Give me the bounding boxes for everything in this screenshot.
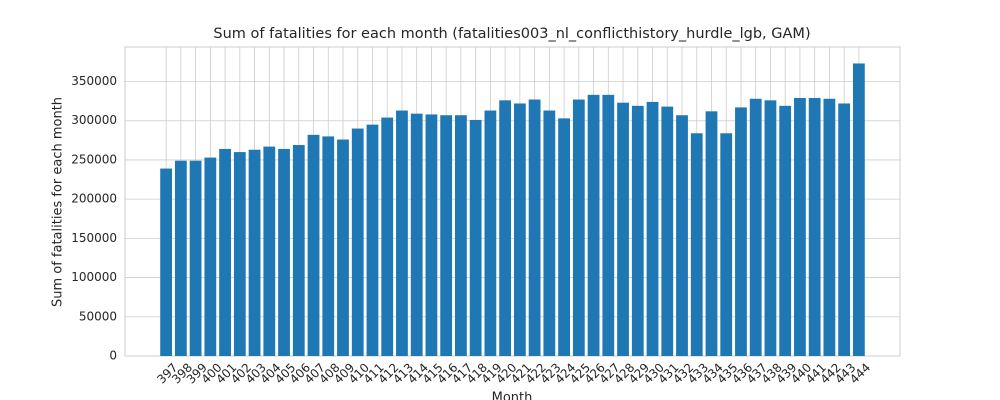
bar [808, 97, 821, 356]
bar [440, 115, 453, 357]
bar [381, 117, 394, 356]
bar [631, 105, 644, 356]
bar [307, 134, 320, 356]
bar [263, 146, 276, 356]
bar [513, 103, 526, 356]
bar [292, 145, 305, 356]
y-tick-label: 350000 [71, 74, 117, 88]
y-tick-label: 50000 [79, 309, 117, 323]
bar [558, 118, 570, 357]
y-tick-label: 100000 [71, 270, 117, 284]
bar [543, 110, 556, 356]
bar [587, 94, 600, 357]
bar [322, 136, 335, 356]
bar [189, 160, 202, 356]
bar [396, 110, 408, 356]
bar [351, 128, 364, 356]
bar [852, 63, 865, 356]
bar [499, 100, 512, 356]
y-tick-label: 250000 [71, 152, 117, 166]
bar [676, 115, 688, 357]
bar [455, 115, 467, 357]
bar [572, 99, 585, 356]
bar [617, 102, 629, 356]
y-axis-label: Sum of fatalities for each month [51, 97, 66, 307]
bar [219, 148, 231, 356]
bar [794, 97, 806, 356]
y-tick-label: 300000 [71, 113, 117, 127]
bar [484, 110, 497, 356]
bar [528, 99, 541, 356]
y-tick-label: 0 [109, 349, 117, 363]
bar [749, 98, 762, 357]
y-tick-label: 200000 [71, 192, 117, 206]
bar [337, 139, 349, 356]
bar [646, 101, 659, 357]
bar [779, 105, 792, 356]
bar [764, 100, 777, 356]
bar [366, 124, 379, 356]
bar [204, 157, 217, 356]
bar [410, 113, 423, 356]
x-axis-label: Month [492, 391, 533, 400]
bar [602, 94, 615, 357]
bar [823, 98, 836, 357]
bar [469, 119, 482, 356]
plot-frame [124, 46, 901, 357]
bar [160, 168, 173, 356]
bar [425, 114, 438, 356]
bar [838, 103, 851, 356]
bar [233, 152, 246, 356]
bar [720, 133, 733, 356]
chart-title: Sum of fatalities for each month (fatali… [213, 26, 810, 42]
bar [278, 148, 290, 356]
bar [690, 133, 703, 356]
bar [705, 111, 718, 356]
bar [735, 107, 747, 356]
y-tick-label: 150000 [71, 231, 117, 245]
bar [174, 160, 187, 356]
bar [248, 149, 261, 356]
bar [661, 106, 674, 356]
